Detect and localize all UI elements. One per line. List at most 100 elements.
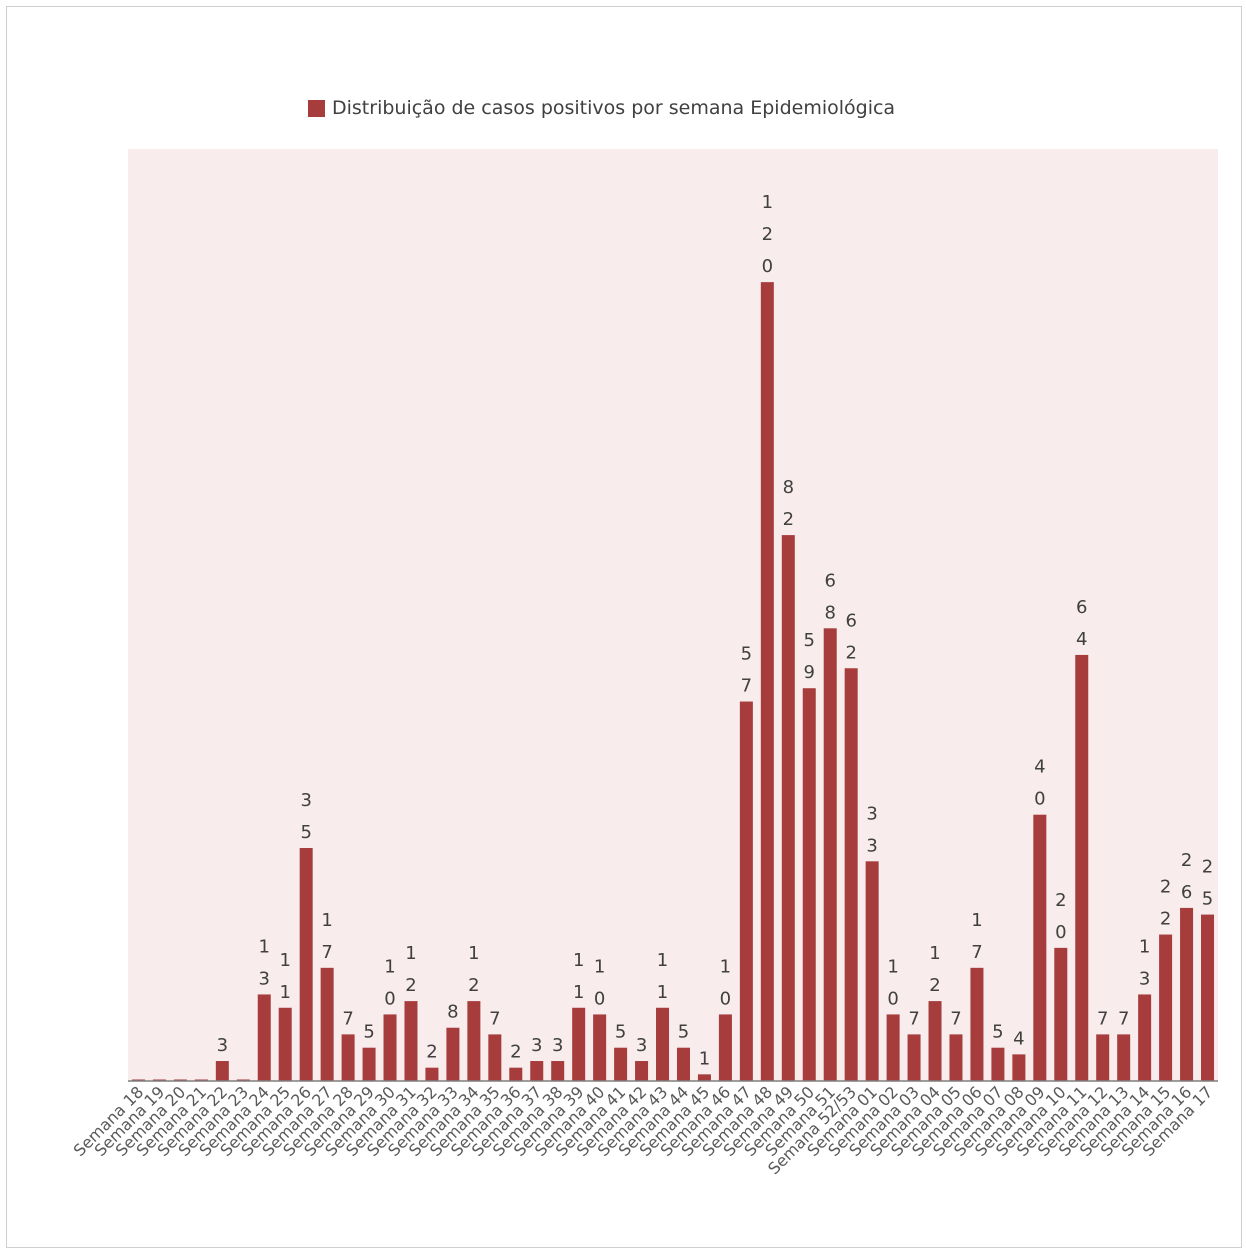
bar-semana-25 [278,1007,292,1081]
data-label: 2 [426,1042,437,1063]
bar-semana-04 [928,1001,942,1081]
bar-semana-35 [488,1034,502,1081]
bar-semana-43 [656,1007,670,1081]
bar-semana-16 [1180,907,1194,1081]
data-label: 7 [908,1008,919,1029]
bar-semana-50 [802,688,816,1081]
data-label: 7 [489,1008,500,1029]
bar-semana-02 [886,1014,900,1081]
data-label: 7 [1118,1008,1129,1029]
legend-swatch [308,99,325,117]
bar-semana-07 [991,1047,1005,1081]
data-label: 3 [636,1035,647,1056]
bar-semana-01 [865,861,879,1081]
legend: Distribuição de casos positivos por sema… [308,96,895,120]
data-label: 1 [699,1048,710,1069]
bar-semana-51 [823,628,837,1081]
bar-semana-39 [572,1007,586,1081]
bar-semana-09 [1033,814,1047,1081]
bar-semana-24 [257,994,271,1081]
bar-semana-45 [697,1074,711,1081]
bar-semana-36 [509,1067,523,1081]
data-label: 7 [1097,1008,1108,1029]
data-label: 5 [992,1022,1003,1043]
data-label: 2 [510,1042,521,1063]
bar-semana-27 [320,967,334,1081]
data-label: 5 [615,1022,626,1043]
bar-semana-46 [718,1014,732,1081]
bar-semana-22 [215,1061,229,1081]
bar-semana-40 [593,1014,607,1081]
data-label: 5 [363,1022,374,1043]
bar-semana-08 [1012,1054,1026,1081]
data-label: 5 [678,1022,689,1043]
data-label: 4 [1013,1028,1024,1049]
bar-semana-05 [949,1034,963,1081]
data-label: 7 [342,1008,353,1029]
bar-semana-10 [1054,947,1068,1081]
bar-semana-03 [907,1034,921,1081]
data-label: 3 [552,1035,563,1056]
bar-semana-17 [1201,914,1215,1081]
data-label: 7 [950,1008,961,1029]
bar-semana-31 [404,1001,418,1081]
bar-semana-38 [551,1061,565,1081]
data-label: 8 [447,1002,458,1023]
bar-semana-44 [676,1047,690,1081]
bar-semana-37 [530,1061,544,1081]
bars-group [131,282,1215,1081]
bar-semana-14 [1138,994,1152,1081]
bar-semana-42 [635,1061,649,1081]
bar-semana-47 [739,701,753,1081]
bar-semana-34 [467,1001,481,1081]
bar-semana-15 [1159,934,1173,1081]
bar-semana-11 [1075,654,1089,1081]
bar-semana-30 [383,1014,397,1081]
bar-semana-13 [1117,1034,1131,1081]
bar-semana-06 [970,967,984,1081]
bar-semana-32 [425,1067,439,1081]
bar-semana-33 [446,1027,460,1081]
data-label: 3 [531,1035,542,1056]
bar-semana-49 [781,535,795,1081]
bar-semana-12 [1096,1034,1110,1081]
legend-label: Distribuição de casos positivos por sema… [332,97,896,119]
bar-semana-52-53 [844,668,858,1081]
bar-semana-41 [614,1047,628,1081]
bar-semana-48 [760,282,774,1081]
data-label: 3 [217,1035,228,1056]
bar-semana-26 [299,848,313,1081]
bar-semana-29 [362,1047,376,1081]
bar-semana-28 [341,1034,355,1081]
